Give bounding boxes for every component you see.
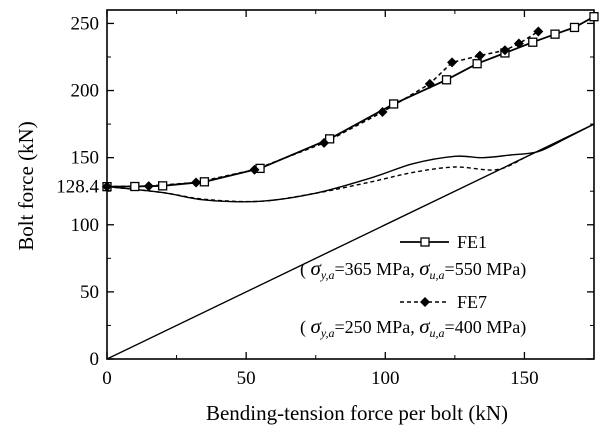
data-point-fe1	[200, 178, 208, 186]
data-point-fe1	[529, 38, 537, 46]
legend-subscript: u,a	[430, 326, 445, 340]
legend-label-fe1: FE1	[457, 232, 487, 252]
legend: FE1 ( σy,a=365 MPa, σu,a=550 MPa) FE7( σy,…	[300, 232, 526, 340]
data-point-fe1	[590, 13, 598, 21]
legend-note-text: (	[300, 259, 311, 280]
y-tick-label: 200	[71, 81, 100, 102]
series-line-fe7	[107, 32, 538, 187]
legend-subscript: y,a	[320, 326, 335, 340]
chart-markers	[102, 13, 598, 192]
data-point-fe7	[425, 79, 435, 89]
legend-note-text: =365 MPa,	[335, 259, 420, 279]
legend-note-text: =250 MPa,	[335, 317, 420, 337]
dashed-lower-curve	[107, 158, 524, 202]
legend-note-fe7: ( σy,a=250 MPa, σu,a=400 MPa)	[300, 314, 526, 340]
y-tick-label: 50	[80, 282, 99, 303]
y-tick-label: 250	[71, 13, 100, 34]
x-axis-title: Bending-tension force per bolt (kN)	[206, 401, 508, 425]
legend-label-fe7: FE7	[457, 292, 487, 312]
y-tick-label: 100	[71, 215, 100, 236]
data-point-fe1	[159, 182, 167, 190]
legend-note-text: (	[300, 317, 311, 338]
legend-note-text: =400 MPa)	[445, 317, 527, 338]
data-point-fe1	[551, 30, 559, 38]
y-tick-label: 150	[71, 148, 100, 169]
data-point-fe1	[443, 76, 451, 84]
legend-note-text: =550 MPa)	[445, 259, 527, 280]
legend-marker-fe1	[421, 238, 429, 246]
x-tick-label: 50	[237, 368, 256, 389]
data-point-fe7	[533, 26, 543, 36]
solid-lower-curve	[107, 124, 594, 202]
legend-marker-fe7	[420, 297, 430, 307]
data-point-fe1	[131, 183, 139, 191]
data-point-fe7	[447, 57, 457, 67]
data-point-fe7	[191, 177, 201, 187]
x-tick-label: 0	[102, 368, 112, 389]
data-point-fe1	[473, 60, 481, 68]
data-point-fe1	[571, 23, 579, 31]
legend-subscript: u,a	[430, 268, 445, 282]
chart-curves	[107, 17, 594, 359]
y-tick-label: 0	[90, 349, 100, 370]
data-point-fe1	[390, 100, 398, 108]
legend-subscript: y,a	[320, 268, 335, 282]
x-tick-label: 150	[510, 368, 539, 389]
x-tick-label: 100	[371, 368, 400, 389]
legend-note-fe1: ( σy,a=365 MPa, σu,a=550 MPa)	[300, 256, 526, 282]
y-axis-title: Bolt force (kN)	[14, 121, 38, 250]
data-point-fe7	[144, 181, 154, 191]
y-tick-label-special: 128.4	[56, 177, 99, 198]
